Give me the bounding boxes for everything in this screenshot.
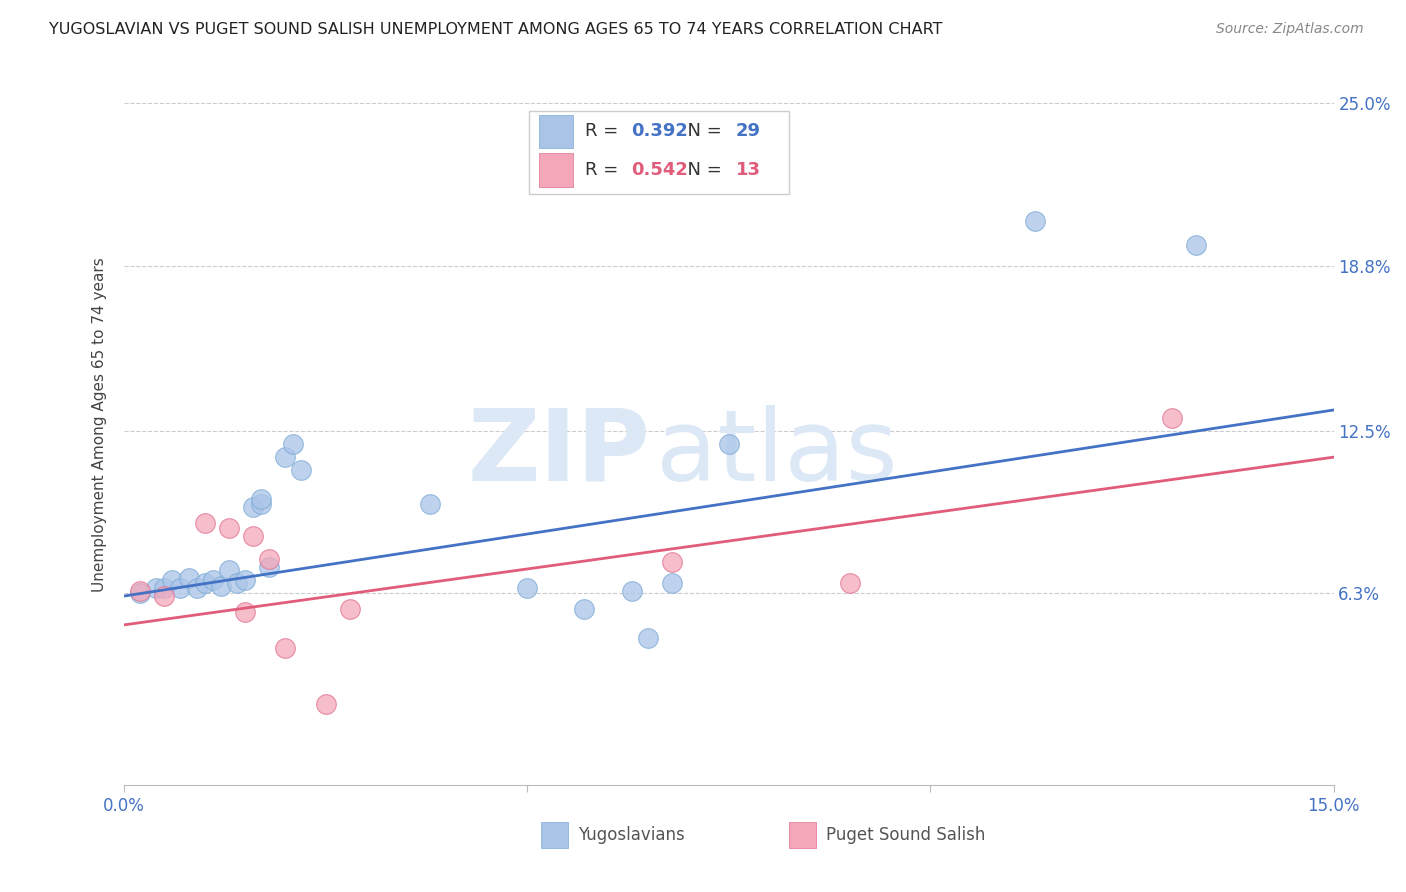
Point [315, 697, 337, 711]
Point [186, 581, 208, 595]
Point [1024, 214, 1046, 228]
Point [129, 586, 152, 600]
Point [233, 605, 256, 619]
Text: N =: N = [675, 122, 727, 140]
FancyBboxPatch shape [541, 822, 568, 848]
Point [620, 583, 643, 598]
Point [250, 497, 273, 511]
Point [516, 581, 538, 595]
Point [1185, 238, 1208, 252]
Point [169, 581, 191, 595]
Point [637, 631, 659, 645]
Text: 29: 29 [735, 122, 761, 140]
Point [661, 555, 683, 569]
Point [209, 578, 232, 592]
Text: 13: 13 [735, 161, 761, 179]
Point [233, 574, 256, 588]
Point [129, 583, 152, 598]
Point [661, 576, 683, 591]
Point [242, 529, 264, 543]
Point [290, 463, 312, 477]
Text: R =: R = [585, 161, 624, 179]
Point [339, 602, 361, 616]
Point [274, 641, 297, 656]
Point [153, 581, 176, 595]
Point [201, 574, 224, 588]
Point [225, 576, 247, 591]
FancyBboxPatch shape [789, 822, 815, 848]
Point [838, 576, 860, 591]
Text: Yugoslavians: Yugoslavians [578, 826, 685, 844]
Point [717, 437, 740, 451]
Text: Puget Sound Salish: Puget Sound Salish [825, 826, 984, 844]
FancyBboxPatch shape [538, 153, 572, 186]
Point [218, 521, 240, 535]
Point [257, 552, 280, 566]
Point [283, 437, 305, 451]
Text: 0.542: 0.542 [631, 161, 688, 179]
Point [274, 450, 297, 465]
FancyBboxPatch shape [538, 114, 572, 148]
Text: R =: R = [585, 122, 624, 140]
Text: atlas: atlas [657, 405, 898, 501]
Point [153, 589, 176, 603]
Point [177, 571, 200, 585]
Y-axis label: Unemployment Among Ages 65 to 74 years: Unemployment Among Ages 65 to 74 years [93, 257, 107, 591]
Point [242, 500, 264, 514]
Point [250, 492, 273, 507]
Point [572, 602, 595, 616]
Point [194, 516, 217, 530]
Point [162, 574, 184, 588]
Text: ZIP: ZIP [467, 405, 650, 501]
Text: 0.392: 0.392 [631, 122, 688, 140]
Point [218, 563, 240, 577]
Point [194, 576, 217, 591]
Point [145, 581, 167, 595]
FancyBboxPatch shape [529, 111, 789, 194]
Point [1161, 410, 1184, 425]
Point [257, 560, 280, 574]
Point [419, 497, 441, 511]
Text: N =: N = [675, 161, 727, 179]
Text: YUGOSLAVIAN VS PUGET SOUND SALISH UNEMPLOYMENT AMONG AGES 65 TO 74 YEARS CORRELA: YUGOSLAVIAN VS PUGET SOUND SALISH UNEMPL… [49, 22, 942, 37]
Text: Source: ZipAtlas.com: Source: ZipAtlas.com [1216, 22, 1364, 37]
